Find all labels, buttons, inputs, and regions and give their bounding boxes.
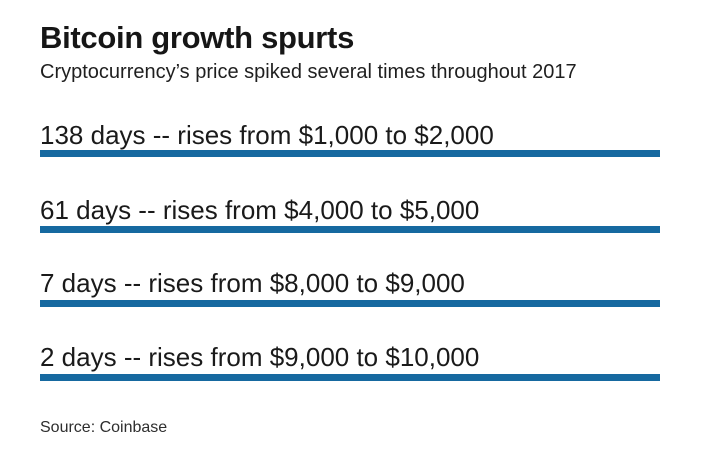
row-divider-bar <box>40 300 660 307</box>
row-divider-bar <box>40 226 660 233</box>
growth-spurt-row-label: 2 days -- rises from $9,000 to $10,000 <box>40 342 480 372</box>
row-divider-bar <box>40 374 660 381</box>
growth-spurt-row-label: 61 days -- rises from $4,000 to $5,000 <box>40 195 480 225</box>
growth-spurt-row-label: 138 days -- rises from $1,000 to $2,000 <box>40 120 494 150</box>
page-title: Bitcoin growth spurts <box>40 20 355 55</box>
growth-spurt-row-label: 7 days -- rises from $8,000 to $9,000 <box>40 268 465 298</box>
source-attribution: Source: Coinbase <box>40 419 168 436</box>
row-divider-bar <box>40 150 660 157</box>
page-subtitle: Cryptocurrency’s price spiked several ti… <box>40 61 577 83</box>
